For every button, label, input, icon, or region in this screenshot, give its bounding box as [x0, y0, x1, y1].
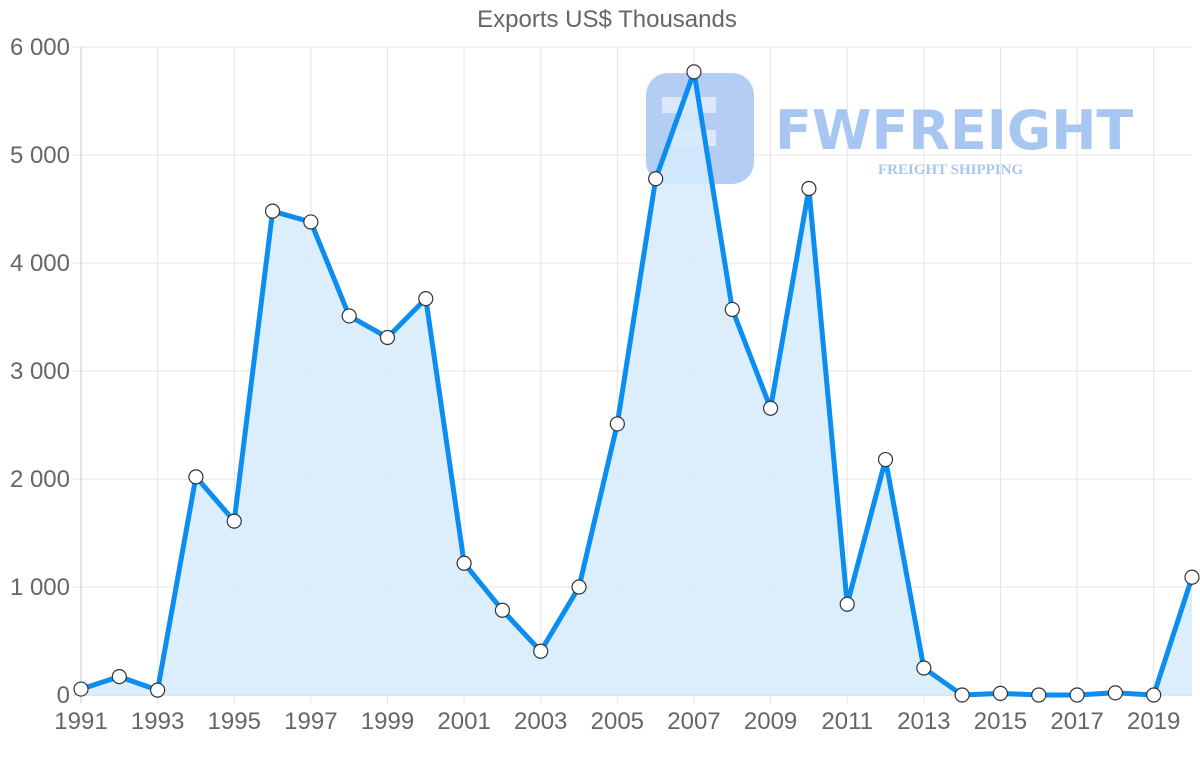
data-point-marker[interactable]: [992, 685, 1009, 701]
data-point-marker[interactable]: [303, 214, 319, 230]
x-tick-label: 2019: [1127, 708, 1180, 735]
data-point-marker[interactable]: [724, 301, 740, 318]
chart-title: Exports US$ Thousands: [477, 6, 737, 33]
y-axis: 0 1 000 2 000 3 000 4 000 5 000 6 000: [10, 34, 70, 709]
data-point-marker[interactable]: [1069, 687, 1085, 703]
watermark-tagline: FREIGHT SHIPPING: [878, 162, 1023, 178]
data-point-marker[interactable]: [418, 291, 434, 307]
data-point-marker[interactable]: [264, 203, 281, 219]
data-point-marker[interactable]: [150, 682, 166, 698]
x-tick-label: 1993: [131, 708, 184, 735]
data-point-marker[interactable]: [188, 469, 204, 485]
x-tick-label: 2007: [667, 708, 720, 735]
x-tick-label: 1999: [361, 708, 414, 735]
y-tick-label: 5 000: [10, 142, 70, 169]
data-point-marker[interactable]: [839, 596, 855, 612]
y-tick-label: 0: [57, 682, 70, 709]
y-tick-label: 3 000: [10, 358, 70, 385]
data-point-marker[interactable]: [226, 513, 242, 529]
data-point-marker[interactable]: [762, 400, 779, 416]
data-point-marker[interactable]: [1107, 685, 1123, 701]
x-axis: 1991 1993 1995 1997 1999 2001 2003 2005 2007 2009…: [54, 708, 1180, 735]
x-tick-label: 2011: [821, 708, 873, 735]
data-point-marker[interactable]: [533, 643, 549, 659]
y-tick-label: 4 000: [10, 250, 70, 277]
data-point-marker[interactable]: [73, 681, 89, 697]
data-point-marker[interactable]: [456, 555, 472, 571]
x-tick-label: 2001: [437, 708, 490, 735]
x-tick-label: 2015: [974, 708, 1027, 735]
x-tick-label: 1991: [54, 708, 107, 735]
data-point-marker[interactable]: [1146, 687, 1162, 703]
data-point-marker[interactable]: [686, 64, 702, 80]
y-tick-label: 6 000: [10, 34, 70, 61]
data-point-marker[interactable]: [801, 180, 817, 197]
data-point-marker[interactable]: [916, 660, 932, 676]
watermark-brand: FWFREIGHT: [775, 99, 1133, 162]
data-point-marker[interactable]: [571, 579, 587, 595]
data-point-marker[interactable]: [1031, 687, 1047, 703]
x-tick-label: 1995: [208, 708, 261, 735]
data-point-marker[interactable]: [648, 171, 664, 187]
x-tick-label: 2017: [1050, 708, 1103, 735]
y-tick-label: 1 000: [10, 574, 70, 601]
x-tick-label: 2013: [897, 708, 950, 735]
data-point-marker[interactable]: [341, 308, 357, 324]
data-point-marker[interactable]: [494, 602, 511, 618]
watermark: FWFREIGHT FREIGHT SHIPPING: [646, 73, 1133, 184]
data-point-marker[interactable]: [954, 687, 970, 703]
data-point-marker[interactable]: [379, 329, 396, 346]
data-point-marker[interactable]: [1184, 569, 1200, 585]
data-point-marker[interactable]: [111, 669, 127, 685]
data-points: [73, 64, 1200, 703]
area-fill: [81, 71, 1192, 696]
data-point-marker[interactable]: [609, 416, 625, 432]
x-tick-label: 2005: [591, 708, 644, 735]
data-point-marker[interactable]: [877, 451, 894, 468]
y-tick-label: 2 000: [10, 466, 70, 493]
x-tick-label: 2003: [514, 708, 567, 735]
x-tick-label: 1997: [284, 708, 337, 735]
x-tick-label: 2009: [744, 708, 797, 735]
